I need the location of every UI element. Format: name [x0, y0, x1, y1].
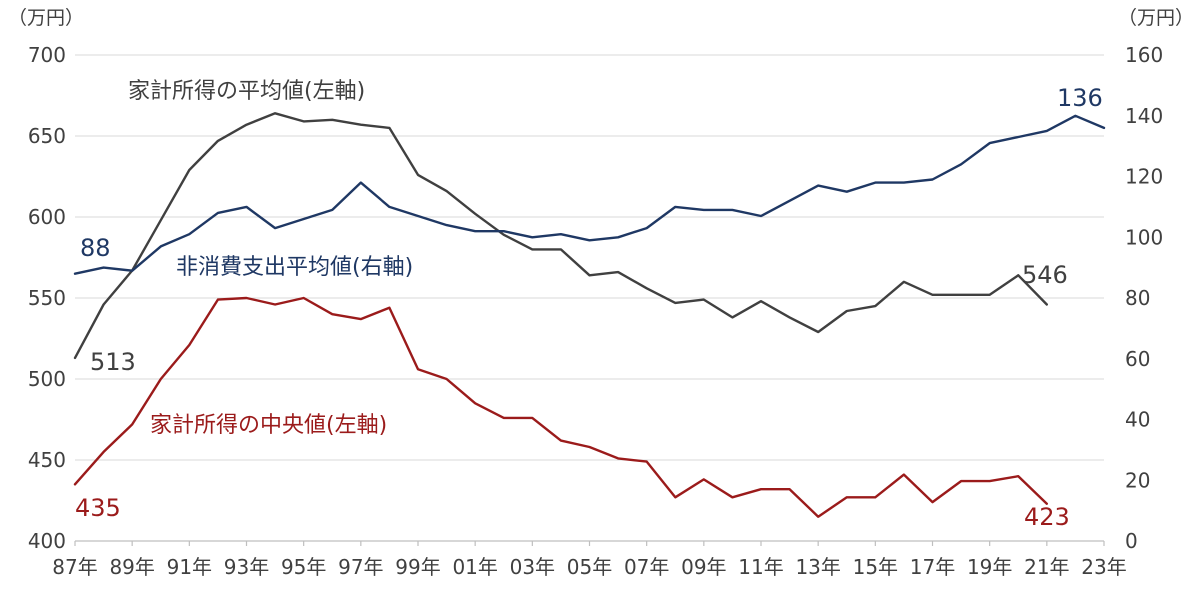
series-line-1: [73, 114, 1106, 275]
x-tick-label: 07年: [624, 555, 669, 579]
x-tick-label: 99年: [395, 555, 440, 579]
right-tick-label: 20: [1125, 468, 1150, 492]
annotation-mean-start: 513: [90, 348, 136, 376]
series-label-median-income: 家計所得の中央値(左軸): [150, 413, 387, 438]
right-tick-label: 140: [1125, 104, 1163, 128]
left-tick-label: 600: [28, 205, 66, 229]
right-tick-label: 160: [1125, 43, 1163, 67]
annotation-nonconsumption-end: 136: [1057, 84, 1103, 112]
x-tick-label: 03年: [510, 555, 555, 579]
x-tick-label: 05年: [567, 555, 612, 579]
left-tick-label: 650: [28, 124, 66, 148]
x-tick-label: 95年: [281, 555, 326, 579]
x-tick-label: 21年: [1024, 555, 1069, 579]
right-axis-ticks: 0 20 40 60 80 100 120 140 160: [1125, 43, 1163, 553]
right-tick-label: 120: [1125, 165, 1163, 189]
x-tick-label: 13年: [795, 555, 840, 579]
x-tick-label: 01年: [452, 555, 497, 579]
left-tick-label: 500: [28, 367, 66, 391]
x-tick-label: 09年: [681, 555, 726, 579]
x-tick-label: 97年: [338, 555, 383, 579]
x-tick-label: 11年: [738, 555, 783, 579]
x-tick-label: 19年: [967, 555, 1012, 579]
left-tick-label: 450: [28, 448, 66, 472]
x-tick-label: 15年: [853, 555, 898, 579]
x-axis-ticks: 87年 89年 91年 93年 95年 97年 99年 01年 03年 05年 07年 09年 11年 1…: [52, 541, 1127, 579]
series-lines: [73, 112, 1106, 518]
right-tick-label: 40: [1125, 408, 1150, 432]
x-tick-label: 89年: [109, 555, 154, 579]
right-tick-label: 60: [1125, 347, 1150, 371]
series-label-nonconsumption-spending: 非消費支出平均値(右軸): [176, 255, 413, 280]
series-line-2: [73, 296, 1049, 518]
x-tick-label: 91年: [167, 555, 212, 579]
right-tick-label: 100: [1125, 225, 1163, 249]
left-tick-label: 700: [28, 43, 66, 67]
left-tick-label: 550: [28, 286, 66, 310]
annotation-mean-end: 546: [1022, 261, 1068, 289]
x-tick-label: 93年: [224, 555, 269, 579]
x-tick-label: 17年: [910, 555, 955, 579]
x-tick-label: 23年: [1081, 555, 1126, 579]
series-label-mean-income: 家計所得の平均値(左軸): [128, 79, 365, 104]
series-line-0: [73, 112, 1049, 360]
annotation-median-start: 435: [75, 494, 121, 522]
left-tick-label: 400: [28, 529, 66, 553]
annotation-nonconsumption-start: 88: [80, 234, 111, 262]
right-tick-label: 80: [1125, 286, 1150, 310]
x-tick-label: 87年: [52, 555, 97, 579]
left-axis-unit: （万円）: [8, 7, 84, 29]
left-axis-ticks: 400 450 500 550 600 650 700: [28, 43, 66, 553]
annotation-median-end: 423: [1024, 503, 1070, 531]
right-tick-label: 0: [1125, 529, 1138, 553]
right-axis-unit: （万円）: [1118, 7, 1194, 29]
